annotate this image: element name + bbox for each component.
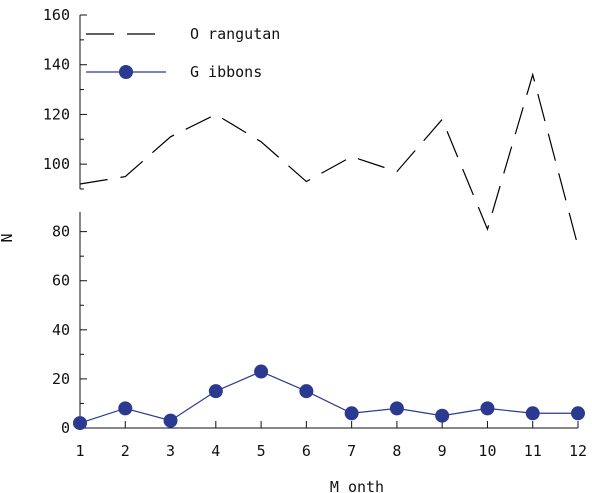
series-1-point bbox=[344, 406, 359, 421]
legend-label-0: O rangutan bbox=[190, 25, 280, 43]
y-tick-label: 20 bbox=[52, 370, 70, 388]
x-tick-label: 11 bbox=[524, 442, 542, 460]
y-tick-label: 80 bbox=[52, 223, 70, 241]
series-line-1 bbox=[79, 370, 578, 424]
y-tick-label: 120 bbox=[43, 105, 70, 123]
series-1-point bbox=[571, 406, 585, 421]
x-tick-label: 7 bbox=[347, 442, 356, 460]
y-tick-label: 140 bbox=[43, 56, 70, 74]
y-tick-label: 60 bbox=[52, 272, 70, 290]
series-1-point bbox=[254, 364, 269, 379]
legend: O rangutan G ibbons bbox=[86, 25, 280, 81]
series-layer bbox=[73, 72, 585, 431]
y-tick-label: 0 bbox=[61, 419, 70, 437]
y-tick-label: 100 bbox=[43, 155, 70, 173]
series-1-point bbox=[299, 384, 314, 399]
series-1-point bbox=[389, 401, 404, 416]
y-axis-title: N bbox=[0, 233, 16, 242]
x-tick-label: 3 bbox=[166, 442, 175, 460]
x-tick-label: 6 bbox=[302, 442, 311, 460]
x-tick-label: 8 bbox=[392, 442, 401, 460]
series-line-0 bbox=[79, 72, 579, 247]
x-tick-label: 10 bbox=[478, 442, 496, 460]
series-1-point bbox=[435, 408, 450, 423]
x-axis-title: M onth bbox=[330, 478, 384, 493]
series-1-point bbox=[525, 406, 540, 421]
y-tick-label: 40 bbox=[52, 321, 70, 339]
series-1-point bbox=[208, 384, 223, 399]
x-tick-label: 1 bbox=[75, 442, 84, 460]
series-1-point bbox=[118, 401, 133, 416]
x-tick-label: 9 bbox=[438, 442, 447, 460]
x-tick-label: 5 bbox=[257, 442, 266, 460]
x-tick-label: 4 bbox=[211, 442, 220, 460]
y-tick-label: 160 bbox=[43, 6, 70, 24]
series-1-point bbox=[73, 416, 87, 431]
series-1-point bbox=[163, 413, 178, 428]
x-tick-label: 2 bbox=[121, 442, 130, 460]
series-1-point bbox=[480, 401, 495, 416]
legend-marker-1 bbox=[119, 65, 133, 79]
legend-label-1: G ibbons bbox=[190, 63, 262, 81]
x-tick-label: 12 bbox=[569, 442, 587, 460]
